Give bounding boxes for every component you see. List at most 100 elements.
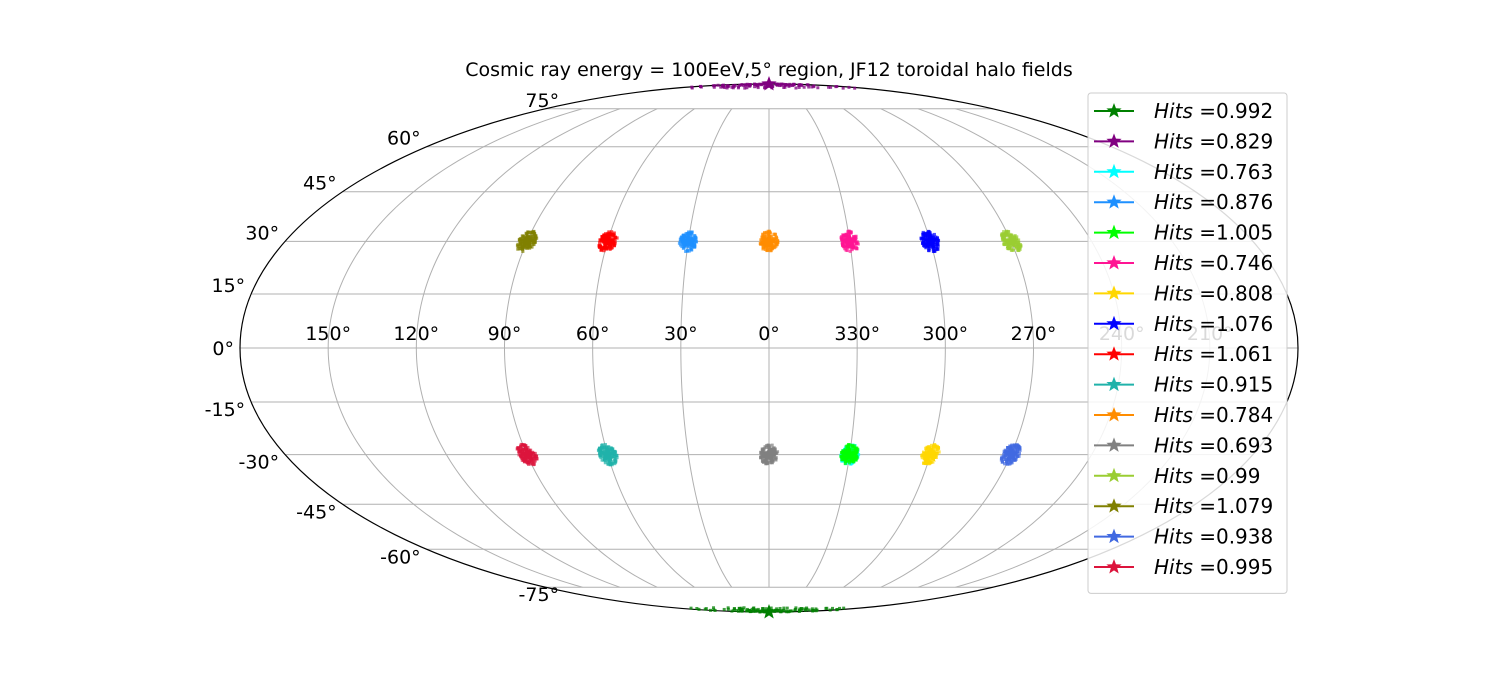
hit-point (1016, 447, 1020, 451)
hit-point (844, 248, 848, 252)
hit-point (742, 84, 746, 88)
hit-point (532, 229, 536, 234)
hit-point (608, 460, 612, 464)
lat-tick-label: -75° (519, 584, 560, 606)
hit-point (760, 448, 765, 453)
hit-point (1016, 248, 1020, 252)
hit-point (831, 606, 835, 610)
hit-point (797, 85, 801, 89)
hit-point (849, 230, 853, 234)
hit-point (799, 608, 803, 612)
hit-point (761, 607, 765, 611)
hit-point (521, 249, 525, 253)
hit-point (805, 83, 809, 87)
legend-entry: Hits =1.061 (1094, 342, 1273, 366)
hit-point (726, 606, 730, 610)
hit-point (921, 239, 925, 243)
hit-point (740, 83, 744, 87)
legend-star (1106, 255, 1122, 270)
hit-point (926, 459, 930, 463)
legend-entry: Hits =0.99 (1094, 464, 1261, 488)
source-star (679, 232, 697, 249)
hit-point (745, 86, 749, 90)
hit-point (934, 243, 938, 247)
legend-label: Hits =0.99 (1154, 464, 1261, 488)
hit-point (600, 443, 604, 448)
hit-point (600, 235, 604, 239)
hit-point (847, 461, 852, 465)
hit-point (850, 245, 854, 249)
legend-label: Hits =1.079 (1154, 494, 1273, 518)
hit-point (742, 606, 746, 610)
hit-point (773, 233, 778, 237)
hit-point (517, 449, 521, 454)
chart-title: Cosmic ray energy = 100EeV,5° region, JF… (465, 59, 1072, 81)
hit-point (1017, 444, 1021, 449)
hit-point (852, 460, 856, 464)
legend-label: Hits =0.876 (1154, 190, 1273, 214)
hit-point (757, 82, 761, 86)
hit-point (764, 84, 768, 88)
legend-star (1106, 467, 1122, 483)
lat-tick-label: -60° (380, 546, 421, 568)
hit-point (760, 236, 764, 240)
legend-star (1106, 285, 1122, 300)
source-star (921, 232, 939, 249)
series-cluster (920, 443, 941, 466)
legend-star (1106, 498, 1122, 513)
hit-point (753, 608, 757, 612)
legend-label: Hits =0.829 (1154, 129, 1273, 153)
hit-point (925, 234, 929, 238)
series-cluster (690, 76, 857, 91)
hit-point (607, 245, 611, 249)
source-star (518, 445, 536, 462)
series-cluster (839, 229, 860, 253)
hit-point (848, 249, 852, 253)
source-star (599, 445, 617, 462)
lat-tick-label: 75° (525, 90, 559, 112)
lat-tick-label: -15° (205, 399, 246, 421)
hit-point (519, 442, 523, 447)
hit-point (604, 245, 608, 249)
hit-point (772, 244, 776, 248)
hit-point (807, 608, 811, 612)
hit-point (846, 459, 850, 463)
hit-point (922, 457, 926, 461)
hit-point (602, 249, 606, 253)
hit-point (732, 608, 736, 612)
hit-point (755, 84, 759, 88)
hit-point (1002, 238, 1006, 242)
hit-point (802, 607, 806, 611)
hit-point (925, 448, 929, 452)
hit-point (603, 461, 608, 465)
hit-point (1015, 243, 1019, 247)
source-star (841, 232, 859, 249)
hit-point (694, 240, 699, 244)
hit-point (785, 606, 789, 610)
hit-point (853, 243, 857, 247)
hit-point (603, 447, 607, 451)
legend-label: Hits =0.995 (1154, 555, 1273, 579)
hit-point (829, 85, 833, 89)
legend-star (1106, 346, 1122, 361)
hit-point (520, 449, 525, 453)
meridian-line (503, 108, 658, 588)
hit-point (533, 453, 537, 457)
legend-entry: Hits =0.808 (1094, 281, 1273, 305)
legend-entry: Hits =1.079 (1094, 494, 1273, 518)
legend-star (1106, 528, 1122, 544)
hit-point (689, 246, 693, 250)
hit-point (769, 606, 773, 610)
hit-point (841, 86, 845, 90)
hit-point (755, 609, 759, 613)
legend-entry: Hits =0.915 (1094, 373, 1273, 397)
hit-point (841, 243, 845, 247)
hit-point (530, 241, 534, 245)
hit-point (764, 607, 768, 611)
hit-point (684, 249, 688, 253)
hit-point (520, 242, 524, 246)
hit-point (1005, 449, 1009, 453)
hit-point (730, 609, 734, 613)
hit-point (925, 446, 929, 450)
hit-point (828, 608, 832, 612)
